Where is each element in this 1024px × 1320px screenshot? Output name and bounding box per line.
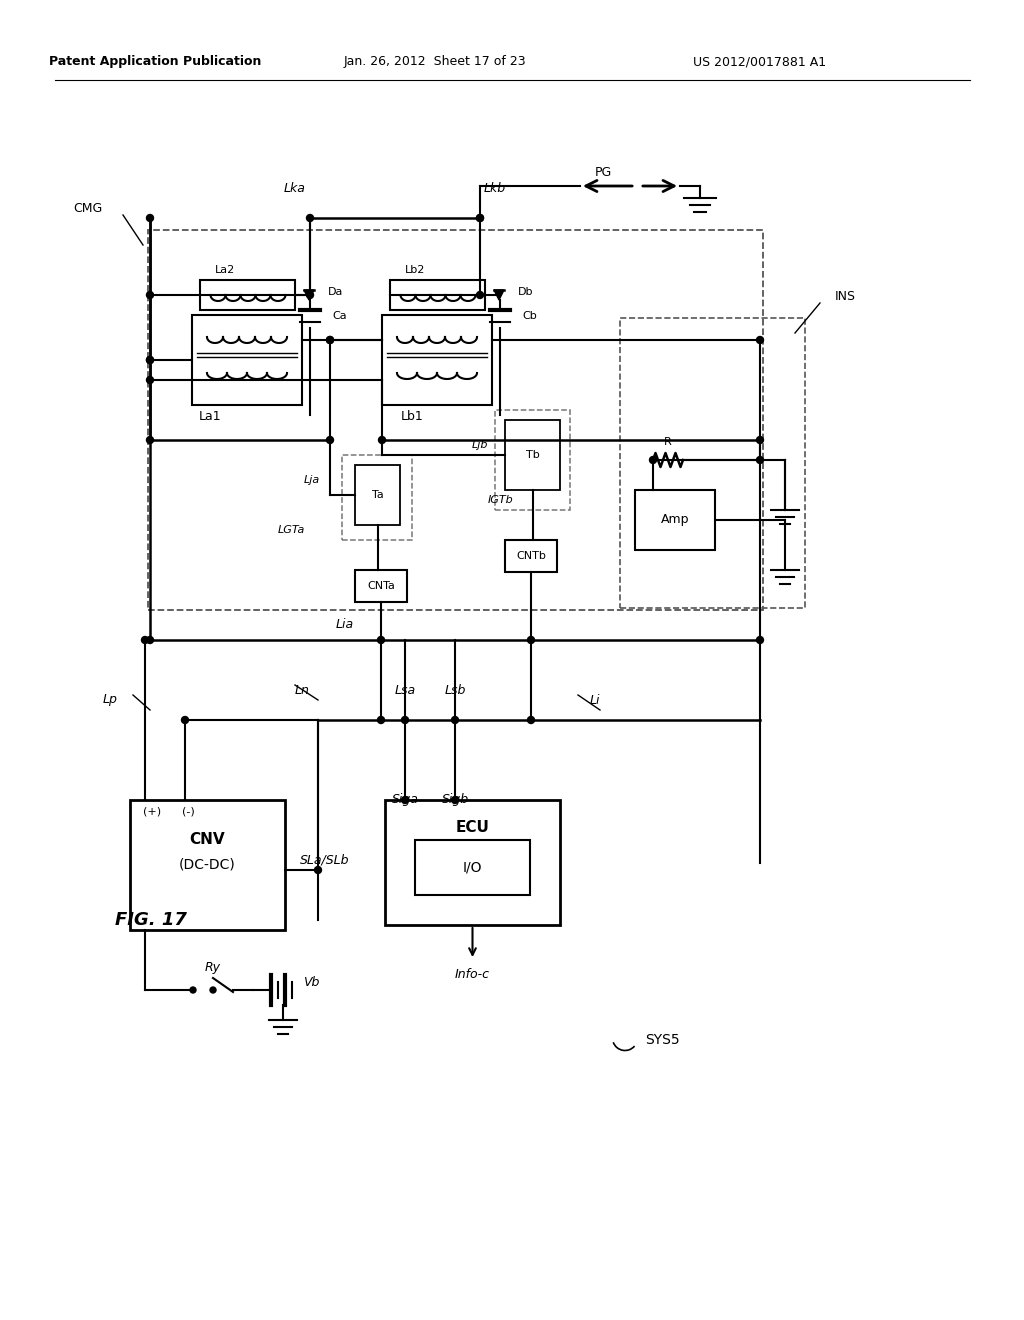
Polygon shape <box>304 290 314 300</box>
Text: Lp: Lp <box>103 693 118 706</box>
Text: Lsa: Lsa <box>394 684 416 697</box>
Text: FIG. 17: FIG. 17 <box>115 911 186 929</box>
Circle shape <box>757 337 764 343</box>
Text: SYS5: SYS5 <box>645 1034 680 1047</box>
Bar <box>415 840 530 895</box>
Circle shape <box>146 376 154 384</box>
Circle shape <box>476 214 483 222</box>
Bar <box>130 800 285 931</box>
Polygon shape <box>494 290 504 300</box>
Circle shape <box>146 636 154 644</box>
Circle shape <box>452 717 459 723</box>
Circle shape <box>476 214 483 222</box>
Text: (+): (+) <box>143 807 161 817</box>
Text: Tb: Tb <box>525 450 540 459</box>
Text: Vb: Vb <box>303 975 319 989</box>
Text: (-): (-) <box>181 807 195 817</box>
Text: Ca: Ca <box>332 312 347 321</box>
Circle shape <box>476 292 483 298</box>
Text: INS: INS <box>835 289 856 302</box>
Text: Cb: Cb <box>522 312 537 321</box>
Text: Info-c: Info-c <box>455 969 490 982</box>
Bar <box>620 318 805 609</box>
Circle shape <box>379 437 385 444</box>
Circle shape <box>146 437 154 444</box>
Text: Siga: Siga <box>391 793 419 807</box>
Text: Da: Da <box>328 286 343 297</box>
Text: Ry: Ry <box>205 961 221 974</box>
Text: Lia: Lia <box>336 618 354 631</box>
Bar <box>385 800 560 925</box>
Text: Patent Application Publication: Patent Application Publication <box>49 55 261 69</box>
Bar <box>342 455 412 540</box>
Circle shape <box>757 457 764 463</box>
Circle shape <box>327 337 334 343</box>
Circle shape <box>146 214 154 222</box>
Circle shape <box>190 987 196 993</box>
Text: Lsb: Lsb <box>444 684 466 697</box>
Circle shape <box>378 636 384 644</box>
Circle shape <box>210 987 216 993</box>
Circle shape <box>527 717 535 723</box>
Text: R: R <box>665 437 672 447</box>
Bar <box>505 420 560 490</box>
Circle shape <box>146 292 154 298</box>
Circle shape <box>146 356 154 363</box>
Circle shape <box>181 717 188 723</box>
Circle shape <box>141 636 148 644</box>
Circle shape <box>306 292 313 298</box>
Text: La1: La1 <box>199 411 221 424</box>
Text: LGTa: LGTa <box>278 525 305 535</box>
Text: Lb2: Lb2 <box>404 265 425 275</box>
Circle shape <box>146 356 154 363</box>
Text: Lja: Lja <box>304 475 319 484</box>
Text: Ta: Ta <box>372 490 383 500</box>
Text: Ljb: Ljb <box>471 440 488 450</box>
Circle shape <box>649 457 656 463</box>
Bar <box>495 411 570 510</box>
Circle shape <box>327 337 334 343</box>
Circle shape <box>327 437 334 444</box>
Text: CNTa: CNTa <box>367 581 395 591</box>
Circle shape <box>757 437 764 444</box>
Text: CMG: CMG <box>74 202 103 214</box>
Circle shape <box>401 796 409 804</box>
Bar <box>635 490 715 550</box>
Text: CNTb: CNTb <box>516 550 546 561</box>
Circle shape <box>757 636 764 644</box>
Circle shape <box>378 717 384 723</box>
Bar <box>355 570 407 602</box>
Bar <box>148 230 763 610</box>
Bar <box>355 465 400 525</box>
Text: (DC-DC): (DC-DC) <box>179 858 236 873</box>
Circle shape <box>452 796 459 804</box>
Text: PG: PG <box>595 166 612 180</box>
Text: Ln: Ln <box>295 684 310 697</box>
Circle shape <box>314 866 322 874</box>
Bar <box>390 280 485 310</box>
Circle shape <box>306 214 313 222</box>
Text: ECU: ECU <box>456 821 489 836</box>
Bar <box>200 280 295 310</box>
Bar <box>193 315 302 405</box>
Text: Lka: Lka <box>284 181 306 194</box>
Text: Amp: Amp <box>660 513 689 527</box>
Text: US 2012/0017881 A1: US 2012/0017881 A1 <box>693 55 826 69</box>
Text: La2: La2 <box>215 265 236 275</box>
Text: Jan. 26, 2012  Sheet 17 of 23: Jan. 26, 2012 Sheet 17 of 23 <box>344 55 526 69</box>
Text: Lb1: Lb1 <box>400 411 423 424</box>
Bar <box>382 315 492 405</box>
Circle shape <box>401 717 409 723</box>
Text: Sigb: Sigb <box>441 793 469 807</box>
Text: IGTb: IGTb <box>488 495 514 506</box>
Text: Lkb: Lkb <box>484 181 506 194</box>
Text: Li: Li <box>590 693 600 706</box>
Text: I/O: I/O <box>463 861 482 874</box>
Text: Db: Db <box>518 286 534 297</box>
Text: CNV: CNV <box>189 833 225 847</box>
Text: SLa/SLb: SLa/SLb <box>300 854 350 866</box>
Bar <box>505 540 557 572</box>
Circle shape <box>527 636 535 644</box>
